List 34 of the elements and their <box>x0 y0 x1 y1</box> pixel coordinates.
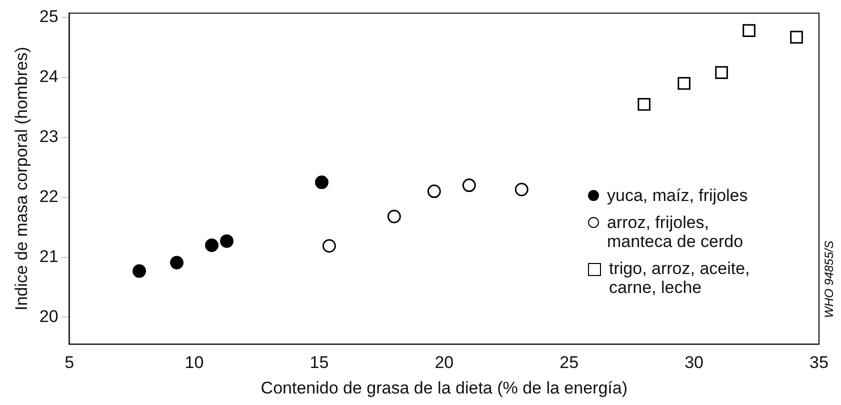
x-tick-label: 35 <box>810 353 828 372</box>
legend-label: trigo, arroz, aceite, carne, leche <box>609 259 751 297</box>
y-tick-label: 24 <box>39 67 58 86</box>
point <box>170 256 184 270</box>
legend-label: yuca, maíz, frijoles <box>607 186 748 205</box>
point <box>742 24 756 37</box>
x-axis-title: Contenido de grasa de la dieta (% de la energía) <box>260 378 628 398</box>
text: WHO 94855/S <box>822 240 836 318</box>
point <box>678 76 690 90</box>
y-tick-label: 22 <box>39 186 58 206</box>
point <box>387 210 401 224</box>
x-tick-label: 30 <box>684 353 704 372</box>
point <box>132 264 146 278</box>
point <box>220 234 234 248</box>
x-tick-label: 10 <box>184 353 204 372</box>
point <box>715 66 728 79</box>
x-tick-label: 15 <box>310 353 329 372</box>
y-tick-label: 20 <box>39 306 58 326</box>
x-tick-label: 20 <box>434 353 454 372</box>
x-tick-label: 5 <box>64 353 74 372</box>
point <box>205 238 218 252</box>
y-tick-label: 25 <box>39 7 58 26</box>
legend-label: arroz, frijoles, manteca de cerdo <box>607 213 744 251</box>
y-tick-label: 23 <box>39 127 58 146</box>
point <box>790 30 803 44</box>
y-tick-label: 21 <box>39 246 58 266</box>
point <box>322 239 336 253</box>
x-tick-label: 25 <box>560 353 579 372</box>
point <box>514 182 528 196</box>
point <box>427 184 441 198</box>
point <box>638 98 650 111</box>
point <box>314 176 328 190</box>
y-axis-title: Indice de masa corporal (hombres) <box>12 46 31 311</box>
point <box>462 178 476 192</box>
